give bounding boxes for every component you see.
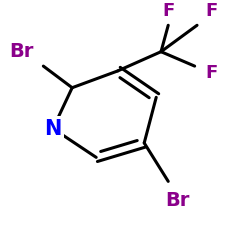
Text: F: F	[205, 64, 218, 82]
Text: Br: Br	[166, 191, 190, 210]
Text: Br: Br	[10, 42, 34, 61]
Text: F: F	[205, 2, 218, 20]
Text: N: N	[44, 118, 62, 139]
Text: F: F	[162, 2, 174, 20]
